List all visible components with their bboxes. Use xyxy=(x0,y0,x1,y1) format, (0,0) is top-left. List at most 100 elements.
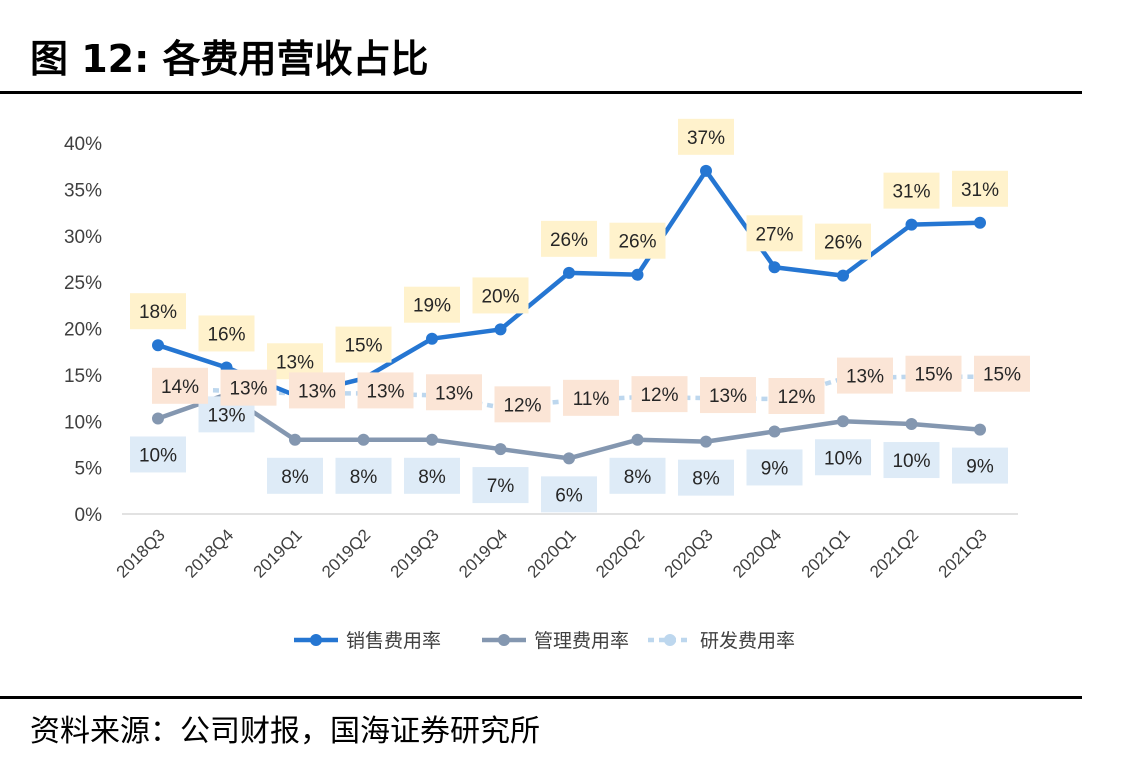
sales-series-label: 16% xyxy=(207,324,245,345)
admin-series-legend-label: 管理费用率 xyxy=(534,630,629,652)
x-tick-label: 2021Q3 xyxy=(935,525,991,581)
admin-series-point xyxy=(768,425,781,438)
sales-series-label: 18% xyxy=(139,302,177,323)
sales-series-label: 37% xyxy=(687,128,725,149)
figure-title: 图 12: 各费用营收占比 xyxy=(30,37,429,81)
sales-series-point xyxy=(837,269,849,282)
admin-series-legend-marker xyxy=(498,634,510,646)
admin-series-label-bg xyxy=(678,459,734,496)
sales-series-label-bg xyxy=(678,118,734,155)
admin-series-label-bg xyxy=(952,447,1008,484)
rd-series-label: 12% xyxy=(640,385,678,406)
admin-series-label: 8% xyxy=(350,467,378,488)
y-tick-label: 30% xyxy=(64,227,102,248)
admin-series-point xyxy=(700,435,712,448)
admin-series-label: 9% xyxy=(761,458,789,479)
admin-series-label-bg xyxy=(541,476,597,513)
admin-series-label: 10% xyxy=(139,445,177,466)
rd-series-label-bg xyxy=(152,367,208,404)
x-tick-label: 2018Q3 xyxy=(113,525,169,581)
rd-series-label: 13% xyxy=(366,381,404,402)
sales-series-point xyxy=(700,164,712,177)
x-tick-label: 2019Q4 xyxy=(455,525,511,581)
source-note: 资料来源：公司财报，国海证券研究所 xyxy=(30,714,540,749)
admin-series-label-bg xyxy=(267,457,323,494)
sales-series-legend-label: 销售费用率 xyxy=(346,630,441,652)
source-rule xyxy=(0,696,1082,699)
x-tick-label: 2019Q2 xyxy=(318,525,374,581)
admin-series-label-bg xyxy=(335,457,392,494)
admin-series-point xyxy=(563,452,575,465)
y-tick-label: 5% xyxy=(75,459,103,480)
admin-series-label: 9% xyxy=(966,457,994,478)
admin-series-label-bg xyxy=(130,436,186,473)
y-axis: 0% 5% 10% 15% 20% 25% 30% 35% 40% xyxy=(64,134,102,526)
admin-series-label-bg xyxy=(883,442,940,479)
sales-series-label: 26% xyxy=(550,230,588,251)
admin-series-point xyxy=(152,412,164,425)
x-tick-label: 2021Q2 xyxy=(866,525,922,581)
x-tick-label: 2020Q1 xyxy=(524,525,580,581)
rd-series-label-bg xyxy=(837,357,893,394)
sales-series-label: 31% xyxy=(961,180,999,201)
sales-series-label: 26% xyxy=(618,232,656,253)
sales-series-label: 13% xyxy=(276,352,314,373)
rd-series-label: 12% xyxy=(503,395,541,416)
rd-series-label-bg xyxy=(974,355,1030,392)
rd-series-label: 15% xyxy=(914,365,952,386)
x-tick-label: 2020Q4 xyxy=(729,525,785,581)
rd-series-label-bg xyxy=(289,372,345,409)
x-tick-label: 2018Q4 xyxy=(181,525,237,581)
admin-series-point xyxy=(357,433,370,446)
sales-series-label-bg xyxy=(952,170,1008,207)
data-labels: 18% 16% 13% 15% 19% 20% 26% 26% 37% 27% 26% 31% 31% 1… xyxy=(130,118,1030,513)
sales-series-point xyxy=(905,218,918,231)
rd-series-label-bg xyxy=(563,379,619,416)
admin-series-label: 8% xyxy=(418,467,446,488)
rd-series-label: 15% xyxy=(983,365,1021,386)
rd-series-legend-label: 研发费用率 xyxy=(700,630,795,652)
admin-series-point xyxy=(631,433,644,446)
sales-series-label-bg xyxy=(472,277,529,314)
x-tick-label: 2020Q3 xyxy=(661,525,717,581)
sales-series-point xyxy=(152,339,164,352)
sales-series-label: 26% xyxy=(824,233,862,254)
rd-series-label: 13% xyxy=(846,367,884,388)
line-chart: 0%5%10%15%20%25%30%35%40% 2018Q3 2018Q4 20… xyxy=(64,118,1030,652)
rd-series-label-bg xyxy=(426,374,482,411)
y-tick-label: 0% xyxy=(75,505,103,526)
sales-series-point xyxy=(768,261,781,274)
x-tick-label: 2020Q2 xyxy=(592,525,648,581)
sales-series-point xyxy=(426,332,438,345)
y-tick-label: 15% xyxy=(64,366,102,387)
sales-series-label-bg xyxy=(815,223,871,260)
sales-series-point xyxy=(494,323,507,336)
sales-series-label-bg xyxy=(404,286,460,323)
y-tick-label: 20% xyxy=(64,320,102,341)
rd-series-label: 13% xyxy=(435,383,473,404)
admin-series-label: 8% xyxy=(692,469,720,490)
admin-series-label-bg xyxy=(609,457,666,494)
admin-series-label-bg xyxy=(472,467,529,504)
y-tick-label: 25% xyxy=(64,273,102,294)
admin-series-point xyxy=(494,443,507,456)
y-tick-label: 40% xyxy=(64,134,102,155)
rd-series-label-bg xyxy=(700,377,756,414)
admin-series-point xyxy=(426,433,438,446)
admin-series-label: 7% xyxy=(487,476,515,497)
admin-series-point xyxy=(837,415,849,428)
legend: 销售费用率 管理费用率 研发费用率 xyxy=(294,630,795,652)
admin-series-label-bg xyxy=(404,457,460,494)
sales-series-label: 20% xyxy=(481,286,519,307)
x-tick-label: 2019Q1 xyxy=(250,525,306,581)
sales-series-point xyxy=(631,268,644,281)
sales-series-label-bg xyxy=(746,215,803,252)
sales-series-legend-marker xyxy=(310,634,322,646)
rd-series-legend-marker xyxy=(664,634,676,646)
rd-series-label: 13% xyxy=(229,379,267,400)
sales-series-point xyxy=(974,216,986,229)
rd-series-label-bg xyxy=(220,369,277,406)
admin-series-label-bg xyxy=(815,439,871,476)
admin-series-label: 10% xyxy=(892,451,930,472)
sales-series-label: 27% xyxy=(755,224,793,245)
